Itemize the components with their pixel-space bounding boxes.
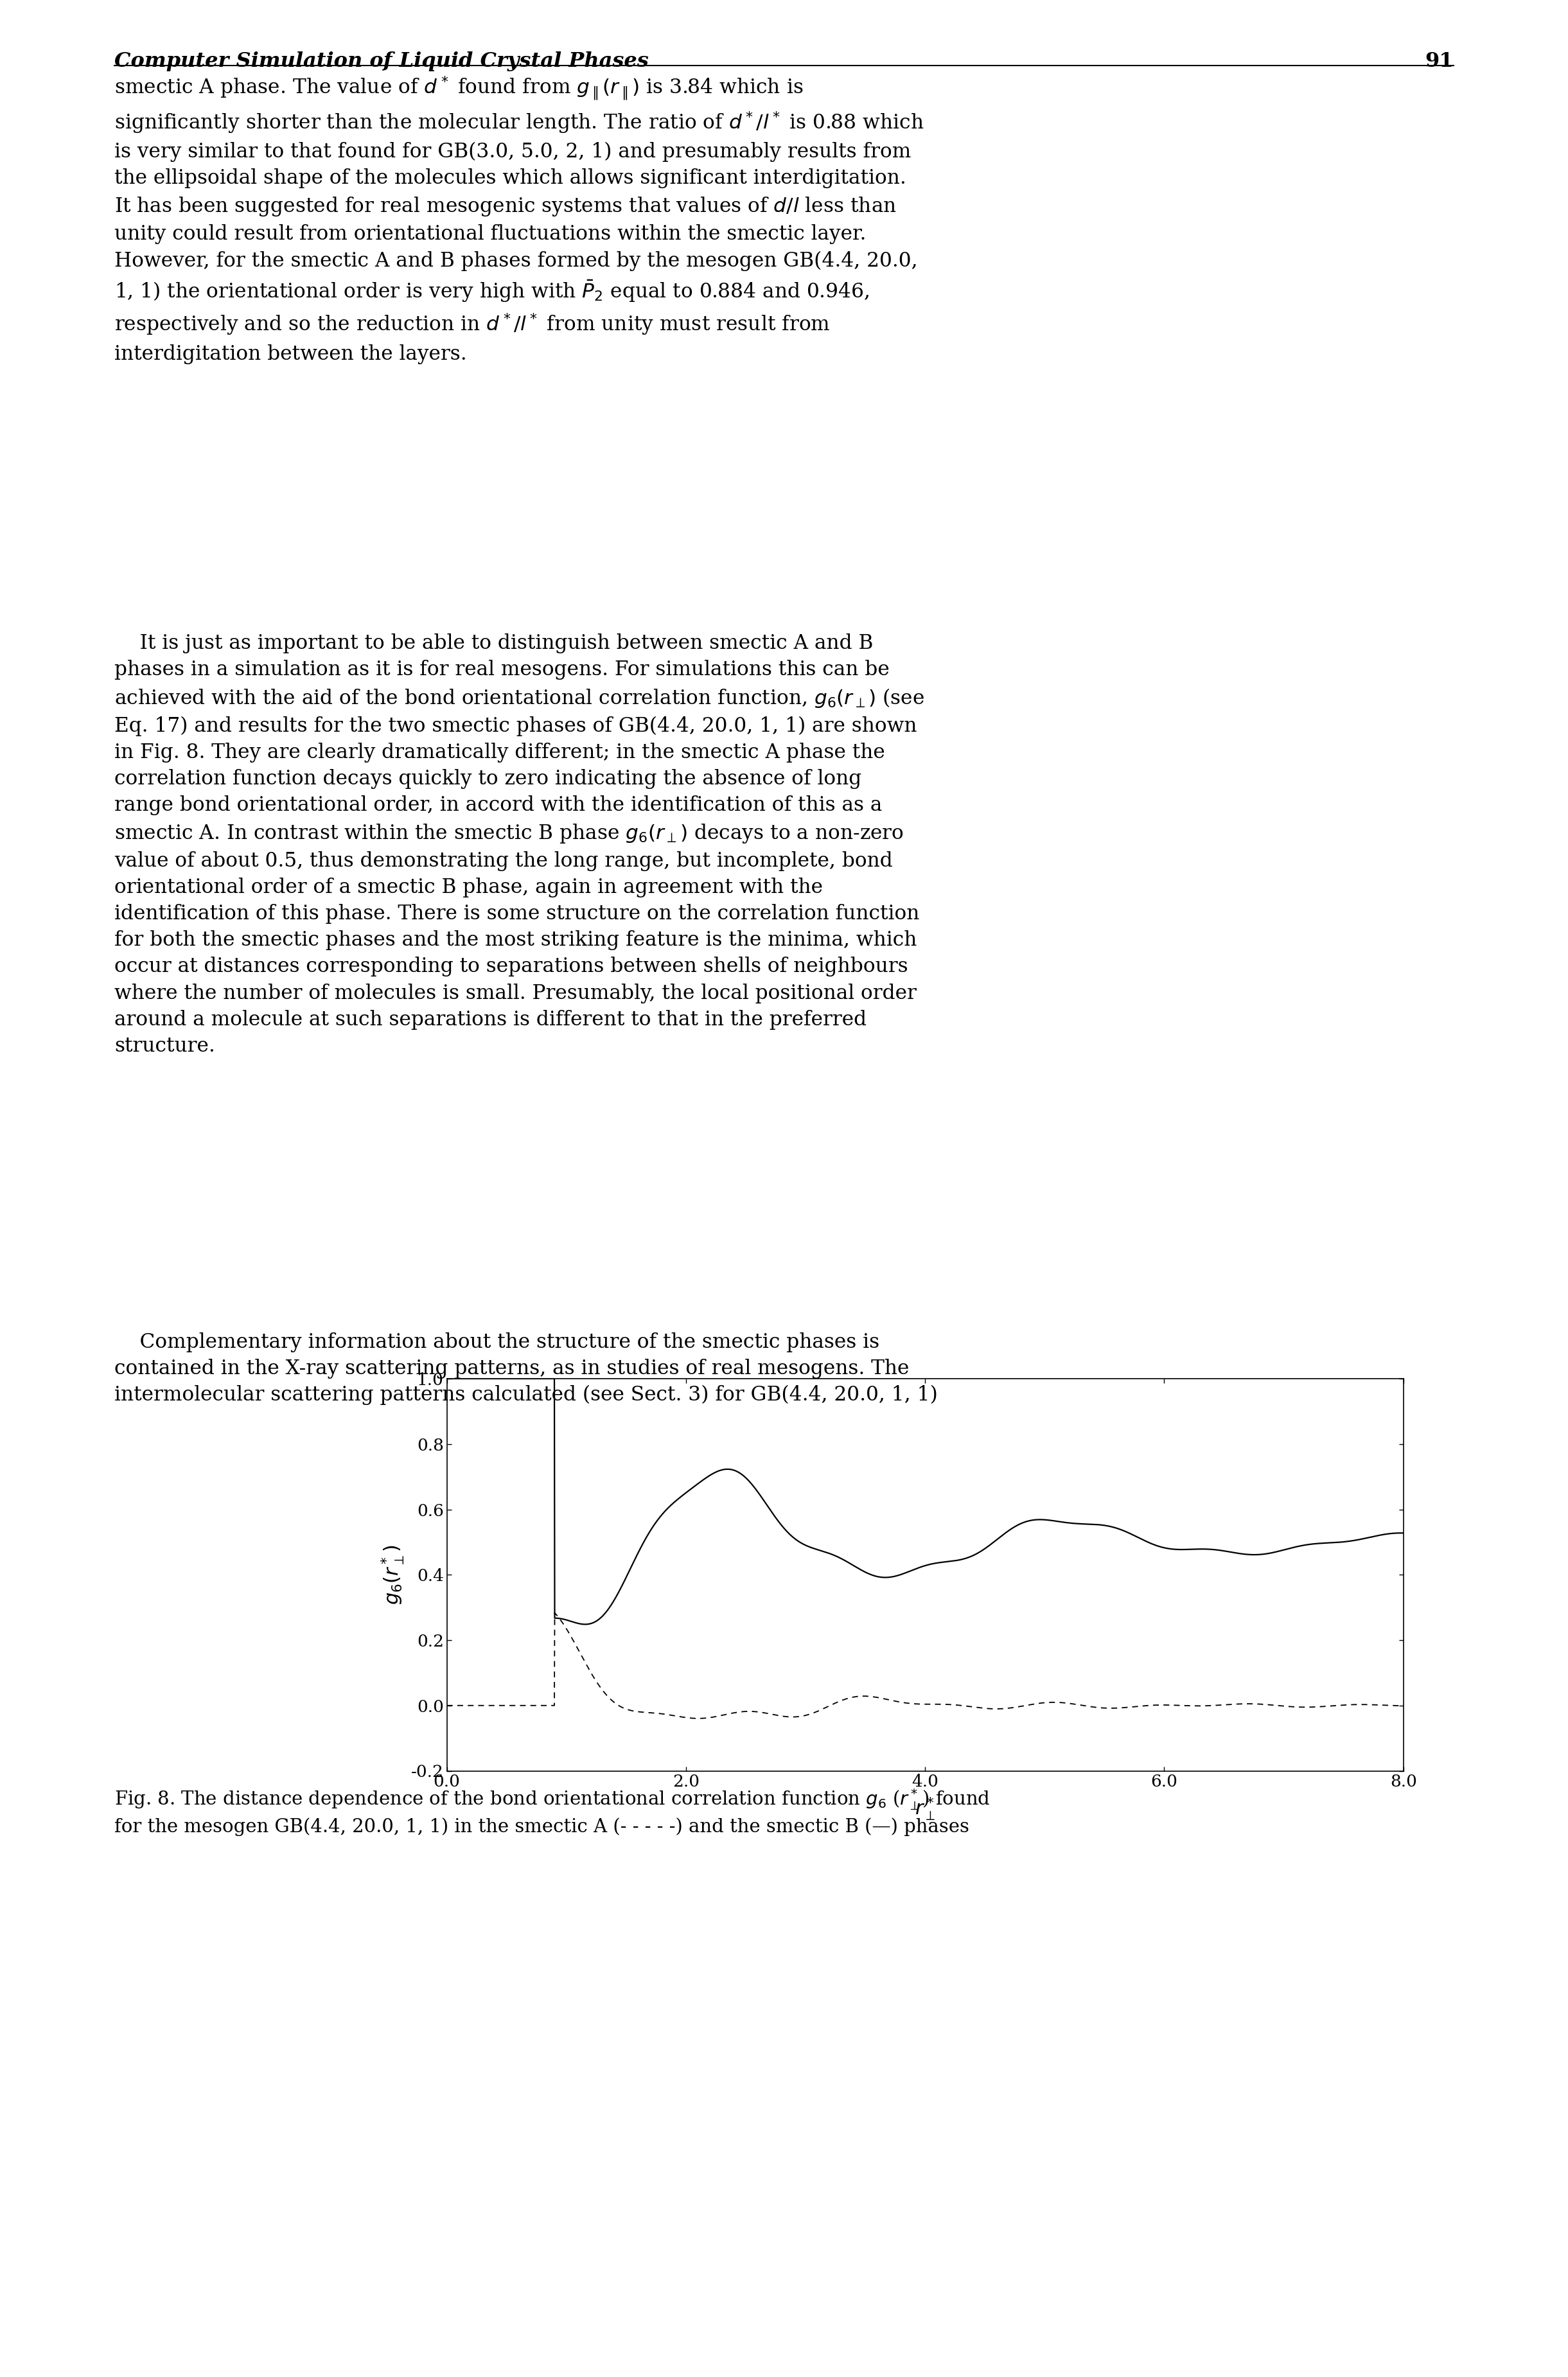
Text: Fig. 8. The distance dependence of the bond orientational correlation function $: Fig. 8. The distance dependence of the b… xyxy=(114,1788,991,1835)
Text: Complementary information about the structure of the smectic phases is
contained: Complementary information about the stru… xyxy=(114,1331,938,1405)
Text: smectic A phase. The value of $d^*$ found from $g_{\parallel}(r_{\parallel})$ is: smectic A phase. The value of $d^*$ foun… xyxy=(114,74,924,364)
X-axis label: $r^*_\perp$: $r^*_\perp$ xyxy=(914,1795,936,1821)
Text: It is just as important to be able to distinguish between smectic A and B
phases: It is just as important to be able to di… xyxy=(114,632,925,1055)
Text: Computer Simulation of Liquid Crystal Phases: Computer Simulation of Liquid Crystal Ph… xyxy=(114,50,649,71)
Y-axis label: $g_6(r^*_\perp)$: $g_6(r^*_\perp)$ xyxy=(379,1545,406,1604)
Text: 91: 91 xyxy=(1425,50,1454,71)
